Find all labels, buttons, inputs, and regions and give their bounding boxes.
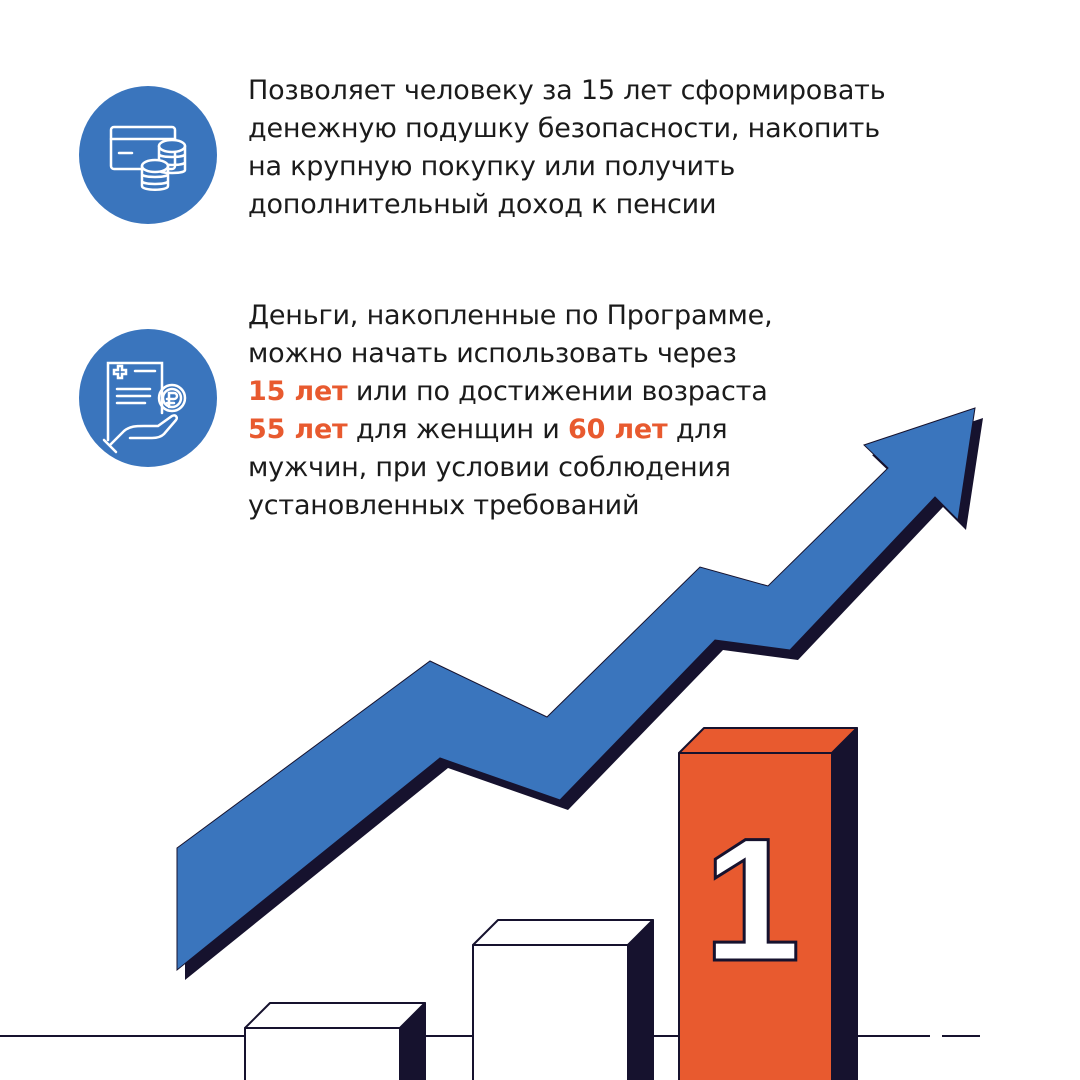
document-hand-ruble-icon (79, 329, 217, 467)
text-line: установленных требований (248, 490, 640, 521)
highlight-15-years: 15 лет (248, 376, 348, 407)
text-line: Позволяет человеку за 15 лет сформироват… (248, 75, 886, 106)
benefit-text-2: Деньги, накопленные по Программе, можно … (248, 297, 773, 525)
bar-label: 1 (703, 803, 800, 998)
card-coins-icon (79, 86, 217, 224)
text-span: для женщин и (347, 414, 568, 445)
text-line: на крупную покупку или получить (248, 151, 736, 182)
text-line: Деньги, накопленные по Программе, (248, 300, 773, 331)
text-line: дополнительный доход к пенсии (248, 189, 717, 220)
benefit-text-1: Позволяет человеку за 15 лет сформироват… (248, 72, 886, 224)
text-line: 15 лет или по достижении возраста (248, 373, 772, 411)
text-line: мужчин, при условии соблюдения (248, 452, 731, 483)
highlight-55-years: 55 лет (248, 414, 348, 445)
text-line: 55 лет для женщин и 60 лет для (248, 411, 772, 449)
text-line: денежную подушку безопасности, накопить (248, 113, 880, 144)
highlight-60-years: 60 лет (567, 414, 668, 445)
growth-arrow-icon (176, 407, 976, 972)
text-line: можно начать использовать через (248, 338, 737, 369)
bar-small (244, 1002, 426, 1080)
bar-highlight (678, 727, 858, 1080)
text-span: для (667, 414, 728, 445)
bar-medium (472, 919, 654, 1080)
text-span: или по достижении возраста (347, 376, 768, 407)
